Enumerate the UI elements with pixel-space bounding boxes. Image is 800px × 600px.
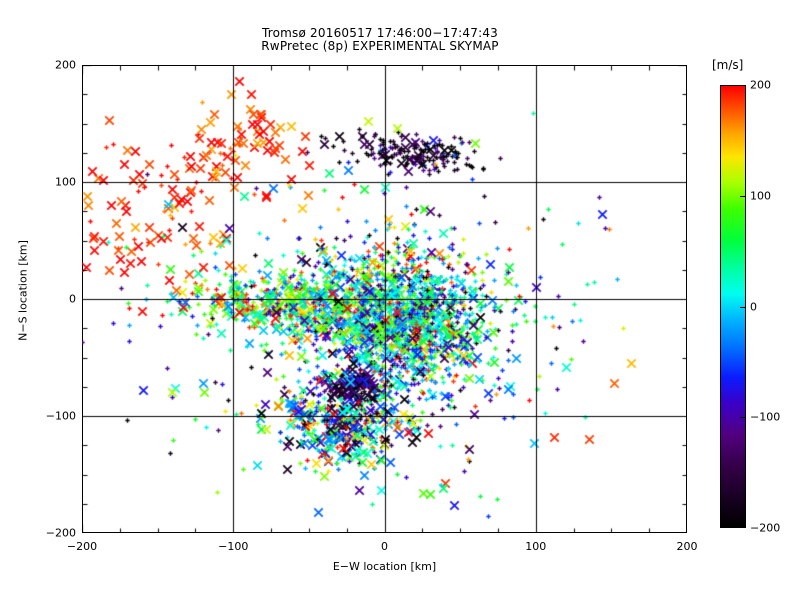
x-tick-label: 100 <box>525 540 547 553</box>
colorbar-tick-label: 100 <box>750 189 771 203</box>
colorbar-tick-label: 200 <box>750 78 771 92</box>
plot-area <box>82 65 687 533</box>
colorbar-tick-label: 0 <box>750 300 757 313</box>
y-tick-label: 0 <box>69 292 76 306</box>
colorbar-tick-mark <box>740 417 746 419</box>
y-tick-label: 200 <box>55 58 76 72</box>
x-tick-label: −100 <box>218 540 249 553</box>
y-tick-label: 100 <box>55 175 76 189</box>
colorbar: 200 100 0 −100 −200 <box>720 79 780 535</box>
scatter-points-canvas <box>82 65 687 533</box>
y-axis-title: N−S location [km] <box>16 240 30 341</box>
colorbar-tick-label: −100 <box>750 410 781 424</box>
colorbar-tick-mark <box>740 306 746 308</box>
x-tick-label: −200 <box>66 540 98 553</box>
x-tick-label: 0 <box>381 540 388 553</box>
x-tick-label: 200 <box>676 540 698 553</box>
x-axis-title: E−W location [km] <box>332 560 437 573</box>
figure-title: Tromsø 20160517 17:46:00−17:47:43 RwPret… <box>0 27 760 53</box>
title-line-1: Tromsø 20160517 17:46:00−17:47:43 <box>261 26 498 40</box>
colorbar-tick-mark <box>740 195 746 197</box>
y-tick-label: −200 <box>45 526 76 540</box>
colorbar-tick-label: −200 <box>750 521 781 535</box>
title-line-2: RwPretec (8p) EXPERIMENTAL SKYMAP <box>261 39 499 53</box>
y-tick-label: −100 <box>45 409 76 423</box>
colorbar-unit-label: [m/s] <box>712 58 744 72</box>
